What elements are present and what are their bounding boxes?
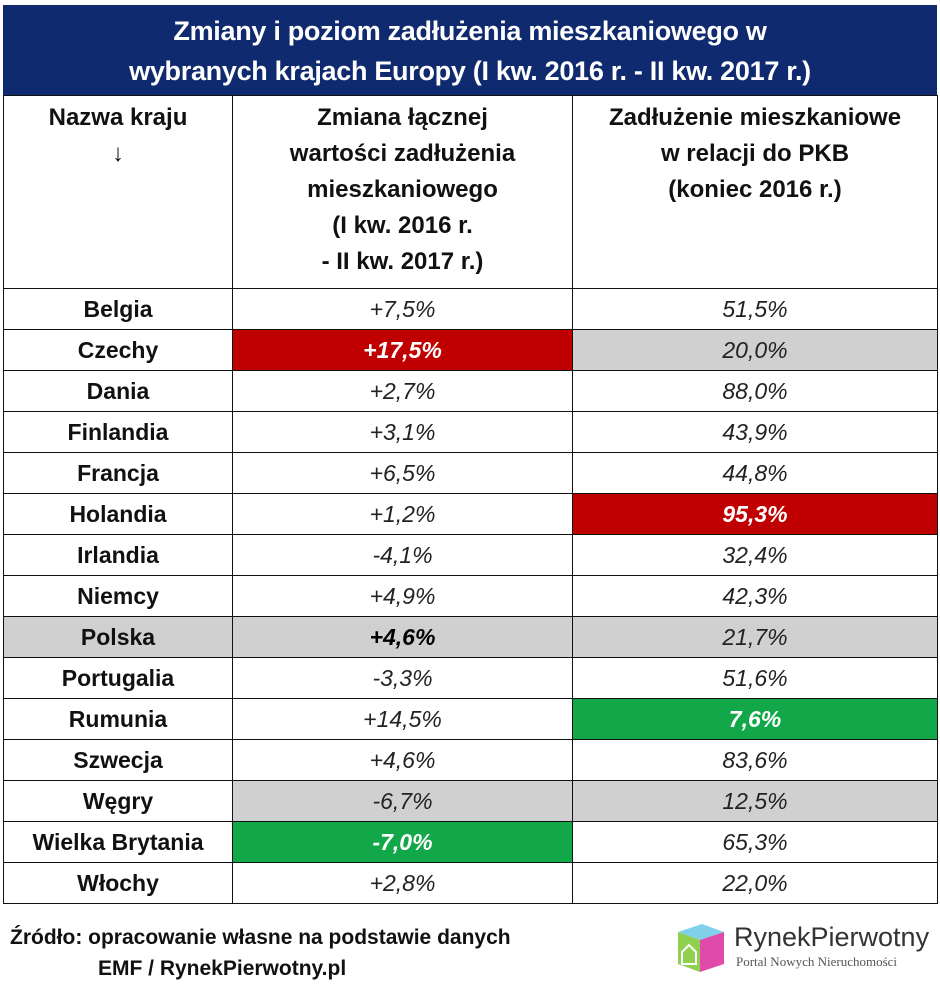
country-cell: Holandia — [3, 493, 233, 535]
debt-gdp-cell: 32,4% — [572, 534, 938, 576]
table-row: Szwecja +4,6% 83,6% — [3, 739, 938, 781]
debt-gdp-cell: 7,6% — [572, 698, 938, 740]
table-row: Belgia +7,5% 51,5% — [3, 288, 938, 330]
table-row: Portugalia -3,3% 51,6% — [3, 657, 938, 699]
table-row: Finlandia +3,1% 43,9% — [3, 411, 938, 453]
debt-gdp-cell: 22,0% — [572, 862, 938, 904]
column-header-line: w relacji do PKB — [660, 140, 850, 167]
table-title: Zmiany i poziom zadłużenia mieszkanioweg… — [3, 5, 937, 95]
country-cell: Polska — [3, 616, 233, 658]
country-cell: Dania — [3, 370, 233, 412]
column-header-line: Nazwa kraju — [48, 104, 188, 131]
change-cell: +6,5% — [232, 452, 573, 494]
country-cell: Niemcy — [3, 575, 233, 617]
column-header-line: Zmiana łącznej — [317, 104, 488, 131]
house-cube-icon — [678, 924, 724, 972]
table-row: Czechy +17,5% 20,0% — [3, 329, 938, 371]
country-cell: Czechy — [3, 329, 233, 371]
table-row: Irlandia -4,1% 32,4% — [3, 534, 938, 576]
change-cell: -7,0% — [232, 821, 573, 863]
table-row: Polska +4,6% 21,7% — [3, 616, 938, 658]
country-cell: Francja — [3, 452, 233, 494]
table-row: Włochy +2,8% 22,0% — [3, 862, 938, 904]
debt-gdp-cell: 21,7% — [572, 616, 938, 658]
rynekpierwotny-logo: RynekPierwotny Portal Nowych Nieruchomoś… — [672, 918, 932, 978]
column-header-line: (I kw. 2016 r. — [332, 212, 473, 239]
table-row: Holandia +1,2% 95,3% — [3, 493, 938, 535]
change-cell: +17,5% — [232, 329, 573, 371]
change-cell: -6,7% — [232, 780, 573, 822]
change-cell: +4,6% — [232, 616, 573, 658]
table-row: Dania +2,7% 88,0% — [3, 370, 938, 412]
source-line: EMF / RynekPierwotny.pl — [98, 957, 347, 980]
country-cell: Szwecja — [3, 739, 233, 781]
header-row: Nazwa kraju ↓ Zmiana łącznej wartości zadłu… — [3, 95, 938, 289]
logo-name: RynekPierwotny — [734, 922, 930, 952]
debt-gdp-cell: 51,5% — [572, 288, 938, 330]
change-cell: +7,5% — [232, 288, 573, 330]
change-cell: -3,3% — [232, 657, 573, 699]
column-header: Zmiana łącznej wartości zadłużenia mieszka… — [232, 95, 573, 289]
column-header-line: mieszkaniowego — [307, 176, 498, 203]
column-header-line: wartości zadłużenia — [289, 140, 516, 167]
debt-gdp-cell: 51,6% — [572, 657, 938, 699]
debt-gdp-cell: 88,0% — [572, 370, 938, 412]
table-row: Rumunia +14,5% 7,6% — [3, 698, 938, 740]
debt-gdp-cell: 42,3% — [572, 575, 938, 617]
table-row: Wielka Brytania -7,0% 65,3% — [3, 821, 938, 863]
country-cell: Belgia — [3, 288, 233, 330]
country-cell: Portugalia — [3, 657, 233, 699]
change-cell: +1,2% — [232, 493, 573, 535]
column-header: Zadłużenie mieszkaniowe w relacji do PKB (… — [572, 95, 938, 289]
title-line: Zmiany i poziom zadłużenia mieszkanioweg… — [173, 16, 767, 46]
debt-gdp-cell: 83,6% — [572, 739, 938, 781]
debt-gdp-cell: 20,0% — [572, 329, 938, 371]
column-header-line: - II kw. 2017 r.) — [321, 248, 484, 275]
country-cell: Irlandia — [3, 534, 233, 576]
debt-gdp-cell: 44,8% — [572, 452, 938, 494]
column-header: Nazwa kraju ↓ — [3, 95, 233, 289]
debt-gdp-cell: 65,3% — [572, 821, 938, 863]
debt-gdp-cell: 95,3% — [572, 493, 938, 535]
change-cell: +4,6% — [232, 739, 573, 781]
table-row: Węgry -6,7% 12,5% — [3, 780, 938, 822]
change-cell: +2,7% — [232, 370, 573, 412]
source-line: Źródło: opracowanie własne na podstawie … — [10, 926, 511, 949]
debt-gdp-cell: 12,5% — [572, 780, 938, 822]
table-row: Niemcy +4,9% 42,3% — [3, 575, 938, 617]
source-note: Źródło: opracowanie własne na podstawie … — [10, 922, 511, 984]
country-cell: Węgry — [3, 780, 233, 822]
change-cell: -4,1% — [232, 534, 573, 576]
country-cell: Rumunia — [3, 698, 233, 740]
logo-tagline: Portal Nowych Nieruchomości — [736, 954, 898, 969]
country-cell: Finlandia — [3, 411, 233, 453]
country-cell: Włochy — [3, 862, 233, 904]
change-cell: +4,9% — [232, 575, 573, 617]
debt-gdp-cell: 43,9% — [572, 411, 938, 453]
column-header-line: (koniec 2016 r.) — [668, 176, 842, 203]
debt-table: Nazwa kraju ↓ Zmiana łącznej wartości zadłu… — [3, 95, 938, 904]
title-line: wybranych krajach Europy (I kw. 2016 r. … — [129, 56, 811, 86]
change-cell: +14,5% — [232, 698, 573, 740]
change-cell: +2,8% — [232, 862, 573, 904]
column-header-line: ↓ — [112, 140, 124, 167]
table-row: Francja +6,5% 44,8% — [3, 452, 938, 494]
country-cell: Wielka Brytania — [3, 821, 233, 863]
column-header-line: Zadłużenie mieszkaniowe — [608, 104, 902, 131]
change-cell: +3,1% — [232, 411, 573, 453]
